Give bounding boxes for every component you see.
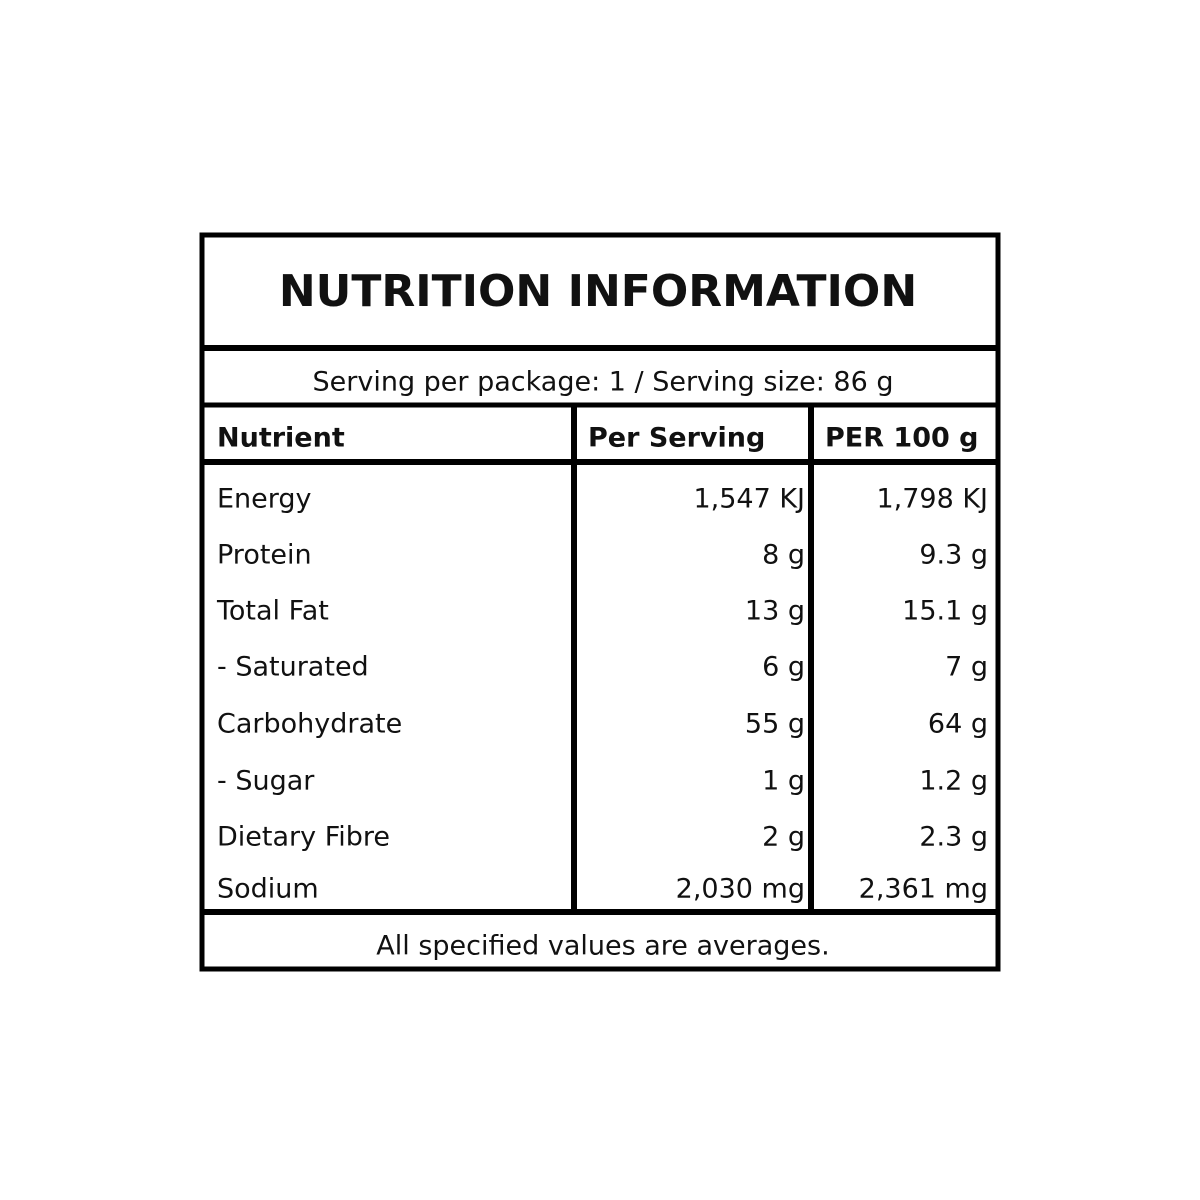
nutrient-value: 64 g [928, 709, 988, 740]
column-header: Per Serving [588, 423, 765, 454]
nutrient-value: 1,798 KJ [876, 484, 988, 515]
nutrient-value: 8 g [762, 540, 805, 571]
nutrient-value: 2,030 mg [676, 874, 805, 905]
nutrient-name: Energy [217, 484, 312, 515]
nutrient-name: - Saturated [217, 652, 369, 683]
nutrient-value: 9.3 g [919, 540, 988, 571]
nutrient-name: Total Fat [216, 596, 329, 627]
nutrient-value: 7 g [945, 652, 988, 683]
nutrient-name: Carbohydrate [217, 709, 402, 740]
outer-border [199, 232, 1001, 972]
nutrient-name: Dietary Fibre [217, 822, 390, 853]
column-header: PER 100 g [825, 423, 979, 454]
nutrient-name: Sodium [217, 874, 319, 905]
nutrient-value: 13 g [745, 596, 805, 627]
nutrient-value: 1,547 KJ [693, 484, 805, 515]
column-header: Nutrient [217, 423, 345, 454]
nutrient-value: 2 g [762, 822, 805, 853]
footer-note: All specified values are averages. [376, 931, 829, 962]
title: NUTRITION INFORMATION [279, 266, 917, 317]
nutrient-name: - Sugar [217, 766, 315, 797]
nutrient-value: 1.2 g [919, 766, 988, 797]
nutrient-value: 2,361 mg [859, 874, 988, 905]
serving-info: Serving per package: 1 / Serving size: 8… [313, 367, 894, 398]
nutrient-value: 55 g [745, 709, 805, 740]
nutrient-value: 6 g [762, 652, 805, 683]
nutrient-value: 15.1 g [902, 596, 988, 627]
nutrient-name: Protein [217, 540, 312, 571]
nutrient-value: 1 g [762, 766, 805, 797]
nutrient-value: 2.3 g [919, 822, 988, 853]
